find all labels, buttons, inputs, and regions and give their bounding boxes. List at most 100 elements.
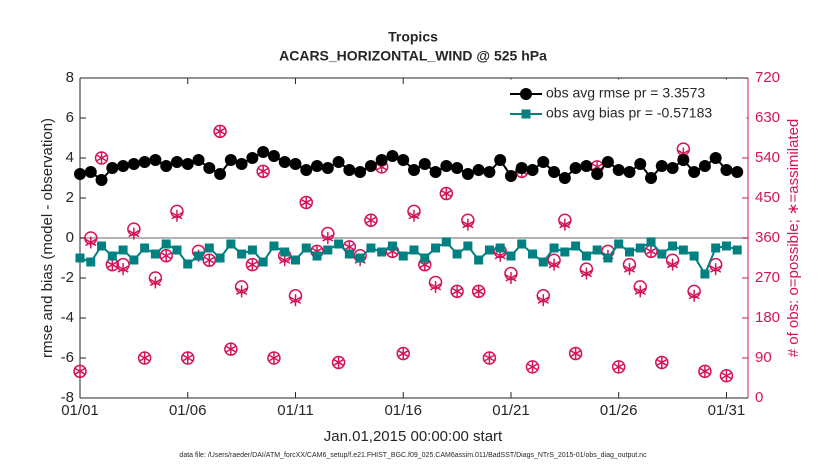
asterisk-stroke [570, 349, 582, 358]
assimilated-marker [667, 258, 679, 271]
bias-marker [646, 237, 656, 247]
rmse-marker [181, 158, 194, 170]
assimilated-marker [289, 294, 302, 307]
bias-marker [549, 243, 559, 253]
rmse-marker [504, 170, 517, 182]
assimilated-marker [149, 276, 161, 289]
rmse-marker [709, 152, 722, 164]
assimilated-marker [451, 285, 463, 298]
y-tick-label: -6 [61, 349, 74, 366]
asterisk-stroke [246, 261, 258, 269]
rmse-marker [397, 154, 410, 166]
rmse-marker [666, 162, 679, 174]
asterisk-stroke [623, 265, 636, 273]
assimilated-marker [483, 352, 495, 364]
assimilated-marker [246, 258, 258, 271]
bias-marker [204, 243, 214, 253]
rmse-marker [332, 156, 345, 168]
assimilated-marker [300, 196, 312, 209]
asterisk-stroke [494, 252, 506, 260]
bias-marker [161, 239, 171, 249]
asterisk-stroke [526, 363, 539, 371]
rmse-marker [246, 152, 259, 164]
assimilated-marker [548, 258, 560, 271]
y2-tick-label: 270 [755, 269, 780, 286]
bias-marker [398, 251, 408, 261]
asterisk-stroke [645, 247, 657, 255]
bias-marker [366, 243, 376, 253]
assimilated-marker [128, 227, 140, 240]
bias-marker [280, 247, 290, 257]
rmse-marker [461, 168, 474, 180]
asterisk-stroke [613, 363, 625, 371]
bias-marker [387, 241, 397, 251]
asterisk-stroke [462, 221, 474, 229]
bias-marker [290, 255, 300, 265]
asterisk-stroke [429, 283, 442, 291]
rmse-marker [429, 166, 442, 178]
asterisk-stroke [440, 189, 452, 198]
legend-label: obs avg rmse pr = 3.3573 [546, 85, 705, 101]
assimilated-marker [440, 187, 452, 200]
assimilated-marker [623, 263, 636, 276]
assimilated-marker [160, 249, 172, 262]
y-tick-label: -4 [61, 309, 74, 326]
rmse-marker [117, 160, 130, 172]
asterisk-stroke [548, 261, 560, 269]
asterisk-stroke [667, 261, 679, 269]
rmse-marker [569, 162, 582, 174]
rmse-marker [698, 160, 711, 172]
bias-marker [420, 253, 430, 263]
bias-marker [614, 239, 624, 249]
asterisk-stroke [300, 198, 312, 207]
bias-marker [194, 251, 204, 261]
rmse-marker [494, 154, 507, 166]
assimilated-marker [225, 343, 237, 356]
asterisk-stroke [257, 167, 269, 175]
asterisk-stroke [279, 256, 291, 264]
bias-marker [140, 243, 150, 253]
asterisk-stroke [117, 265, 129, 273]
assimilated-marker [257, 165, 269, 178]
rmse-marker [623, 166, 636, 178]
assimilated-marker [710, 263, 722, 276]
y2-axis-label: # of obs: o=possible; ∗=assimilated [785, 119, 802, 358]
asterisk-stroke [559, 221, 571, 229]
rmse-marker [278, 156, 291, 168]
bias-marker [592, 245, 602, 255]
rmse-marker [472, 164, 485, 176]
bias-marker [301, 243, 311, 253]
assimilated-marker [182, 352, 194, 364]
rmse-marker [645, 172, 658, 184]
assimilated-marker [408, 209, 420, 222]
asterisk-stroke [634, 287, 646, 295]
asterisk-stroke [451, 287, 463, 295]
bias-marker [75, 253, 85, 263]
bias-marker [624, 247, 634, 257]
footnote: data file: /Users/raeder/DAI/ATM_forcXX/… [179, 452, 647, 459]
bias-marker [258, 257, 268, 267]
bias-marker [431, 243, 441, 253]
rmse-marker [311, 160, 324, 172]
asterisk-stroke [699, 367, 711, 375]
rmse-marker [677, 154, 690, 166]
rmse-marker [375, 154, 388, 166]
x-tick-label: 01/31 [708, 402, 746, 419]
y-tick-label: -2 [61, 269, 74, 286]
rmse-marker [214, 168, 227, 180]
rmse-marker [408, 164, 420, 176]
rmse-marker [364, 160, 377, 172]
bias-marker [678, 245, 688, 255]
rmse-marker [95, 174, 108, 186]
bias-marker [711, 243, 721, 253]
asterisk-stroke [171, 212, 183, 220]
asterisk-stroke [580, 269, 592, 278]
rmse-marker [386, 150, 399, 162]
assimilated-marker [333, 356, 345, 369]
bias-marker [441, 237, 451, 247]
asterisk-stroke [720, 372, 733, 380]
assimilated-marker [322, 232, 334, 244]
assimilated-marker [559, 218, 571, 231]
y2-tick-label: 0 [755, 389, 763, 406]
y-axis-label: rmse and bias (model - observation) [39, 118, 56, 358]
